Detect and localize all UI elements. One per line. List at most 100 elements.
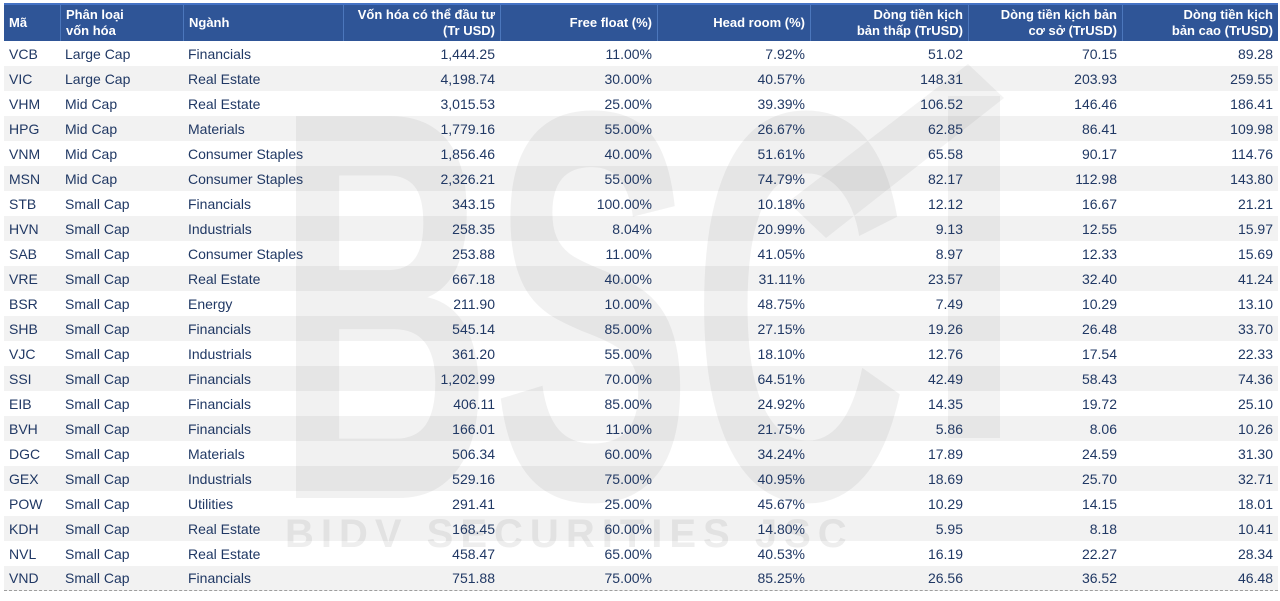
cell-von-hoa-dau-tu: 506.34 bbox=[452, 445, 495, 462]
cell-free-float: 10.00% bbox=[604, 295, 652, 312]
cell-free-float: 55.00% bbox=[604, 170, 652, 187]
cell-free-float: 8.04% bbox=[612, 220, 652, 237]
cell-dong-tien-thap: 62.85 bbox=[927, 120, 963, 137]
cell-free-float: 40.00% bbox=[604, 145, 652, 162]
cell-ma: KDH bbox=[9, 520, 39, 537]
cell-dong-tien-cao: 143.80 bbox=[1230, 170, 1273, 187]
cell-ma: BSR bbox=[9, 295, 38, 312]
cell-phan-loai-von-hoa: Small Cap bbox=[65, 395, 130, 412]
cell-von-hoa-dau-tu: 1,444.25 bbox=[440, 45, 496, 62]
cell-phan-loai-von-hoa: Small Cap bbox=[65, 545, 130, 562]
cell-von-hoa-dau-tu: 258.35 bbox=[452, 220, 495, 237]
cell-dong-tien-co-so: 36.52 bbox=[1081, 570, 1117, 586]
table-row: NVL Small Cap Real Estate 458.47 65.00% 40.53… bbox=[4, 541, 1278, 566]
table-row: EIB Small Cap Financials 406.11 85.00% 24.92%… bbox=[4, 391, 1278, 416]
cell-dong-tien-thap: 23.57 bbox=[927, 270, 963, 287]
cell-dong-tien-cao: 74.36 bbox=[1237, 370, 1273, 387]
stock-flow-table: Mã Phân loại vốn hóa Ngành Vốn hóa có thể đ… bbox=[4, 3, 1278, 591]
header-cell-head-room: Head room (%) bbox=[657, 5, 810, 41]
cell-dong-tien-thap: 7.49 bbox=[935, 295, 963, 312]
cell-dong-tien-thap: 10.29 bbox=[927, 495, 963, 512]
cell-nganh: Consumer Staples bbox=[188, 245, 304, 262]
header-cell-dong-tien-cao: Dòng tiền kịch bản cao (TrUSD) bbox=[1122, 5, 1278, 41]
header-cell-nganh: Ngành bbox=[183, 5, 343, 41]
header-cell-von-hoa-dau-tu: Vốn hóa có thể đầu tư (Tr USD) bbox=[343, 5, 500, 41]
cell-phan-loai-von-hoa: Small Cap bbox=[65, 270, 130, 287]
cell-phan-loai-von-hoa: Small Cap bbox=[65, 320, 130, 337]
cell-dong-tien-thap: 65.58 bbox=[927, 145, 963, 162]
table-row: GEX Small Cap Industrials 529.16 75.00% 40.95… bbox=[4, 466, 1278, 491]
cell-dong-tien-co-so: 8.06 bbox=[1089, 420, 1117, 437]
cell-von-hoa-dau-tu: 4,198.74 bbox=[440, 70, 496, 87]
cell-ma: HPG bbox=[9, 120, 40, 137]
cell-dong-tien-cao: 13.10 bbox=[1237, 295, 1273, 312]
cell-dong-tien-co-so: 26.48 bbox=[1081, 320, 1117, 337]
cell-head-room: 40.53% bbox=[757, 545, 805, 562]
cell-nganh: Financials bbox=[188, 570, 252, 586]
table-row: BSR Small Cap Energy 211.90 10.00% 48.75% 7.49… bbox=[4, 291, 1278, 316]
cell-nganh: Real Estate bbox=[188, 95, 261, 112]
cell-von-hoa-dau-tu: 529.16 bbox=[452, 470, 495, 487]
table-row: KDH Small Cap Real Estate 168.45 60.00% 14.80… bbox=[4, 516, 1278, 541]
cell-free-float: 85.00% bbox=[604, 320, 652, 337]
table-header-row: Mã Phân loại vốn hóa Ngành Vốn hóa có thể đ… bbox=[4, 3, 1278, 41]
cell-free-float: 55.00% bbox=[604, 120, 652, 137]
cell-dong-tien-thap: 12.12 bbox=[927, 195, 963, 212]
cell-dong-tien-cao: 15.97 bbox=[1237, 220, 1273, 237]
cell-dong-tien-cao: 259.55 bbox=[1230, 70, 1273, 87]
cell-nganh: Real Estate bbox=[188, 70, 261, 87]
cell-dong-tien-cao: 32.71 bbox=[1237, 470, 1273, 487]
table-row: POW Small Cap Utilities 291.41 25.00% 45.67% 1… bbox=[4, 491, 1278, 516]
cell-dong-tien-thap: 5.86 bbox=[935, 420, 963, 437]
cell-phan-loai-von-hoa: Small Cap bbox=[65, 345, 130, 362]
cell-von-hoa-dau-tu: 168.45 bbox=[452, 520, 495, 537]
cell-von-hoa-dau-tu: 545.14 bbox=[452, 320, 495, 337]
cell-von-hoa-dau-tu: 406.11 bbox=[453, 395, 495, 412]
cell-nganh: Real Estate bbox=[188, 270, 261, 287]
cell-phan-loai-von-hoa: Mid Cap bbox=[65, 145, 118, 162]
cell-ma: MSN bbox=[9, 170, 41, 187]
cell-free-float: 85.00% bbox=[604, 395, 652, 412]
header-cell-dong-tien-thap: Dòng tiền kịch bản thấp (TrUSD) bbox=[810, 5, 968, 41]
cell-dong-tien-co-so: 10.29 bbox=[1081, 295, 1117, 312]
cell-ma: VCB bbox=[9, 45, 38, 62]
cell-head-room: 41.05% bbox=[757, 245, 805, 262]
cell-nganh: Financials bbox=[188, 370, 252, 387]
cell-free-float: 30.00% bbox=[604, 70, 652, 87]
cell-free-float: 25.00% bbox=[604, 495, 652, 512]
cell-free-float: 65.00% bbox=[604, 545, 652, 562]
header-cell-dong-tien-co-so: Dòng tiền kịch bản cơ sở (TrUSD) bbox=[968, 5, 1122, 41]
table-row: MSN Mid Cap Consumer Staples 2,326.21 55.00%… bbox=[4, 166, 1278, 191]
cell-head-room: 40.57% bbox=[757, 70, 805, 87]
cell-dong-tien-cao: 25.10 bbox=[1237, 395, 1273, 412]
cell-dong-tien-thap: 14.35 bbox=[927, 395, 963, 412]
cell-dong-tien-thap: 42.49 bbox=[927, 370, 963, 387]
cell-head-room: 27.15% bbox=[757, 320, 805, 337]
cell-dong-tien-thap: 51.02 bbox=[927, 45, 963, 62]
cell-phan-loai-von-hoa: Small Cap bbox=[65, 495, 130, 512]
cell-free-float: 100.00% bbox=[596, 195, 652, 212]
cell-von-hoa-dau-tu: 3,015.53 bbox=[440, 95, 496, 112]
cell-nganh: Materials bbox=[188, 445, 245, 462]
cell-dong-tien-cao: 41.24 bbox=[1237, 270, 1273, 287]
table-body: VCB Large Cap Financials 1,444.25 11.00% 7.92… bbox=[4, 41, 1278, 591]
table-row: SSI Small Cap Financials 1,202.99 70.00% 64.5… bbox=[4, 366, 1278, 391]
cell-nganh: Financials bbox=[188, 395, 252, 412]
cell-phan-loai-von-hoa: Small Cap bbox=[65, 520, 130, 537]
cell-phan-loai-von-hoa: Small Cap bbox=[65, 370, 130, 387]
header-cell-ma: Mã bbox=[9, 14, 28, 30]
cell-head-room: 14.80% bbox=[757, 520, 805, 537]
table-row: BVH Small Cap Financials 166.01 11.00% 21.75%… bbox=[4, 416, 1278, 441]
cell-head-room: 34.24% bbox=[757, 445, 805, 462]
cell-phan-loai-von-hoa: Large Cap bbox=[65, 45, 131, 62]
cell-head-room: 74.79% bbox=[757, 170, 805, 187]
cell-head-room: 64.51% bbox=[757, 370, 805, 387]
table-row: DGC Small Cap Materials 506.34 60.00% 34.24% 1… bbox=[4, 441, 1278, 466]
cell-dong-tien-cao: 28.34 bbox=[1237, 545, 1273, 562]
cell-dong-tien-cao: 33.70 bbox=[1237, 320, 1273, 337]
cell-ma: STB bbox=[9, 195, 37, 212]
cell-dong-tien-cao: 89.28 bbox=[1237, 45, 1273, 62]
cell-von-hoa-dau-tu: 667.18 bbox=[452, 270, 495, 287]
cell-von-hoa-dau-tu: 253.88 bbox=[452, 245, 495, 262]
cell-nganh: Consumer Staples bbox=[188, 145, 304, 162]
